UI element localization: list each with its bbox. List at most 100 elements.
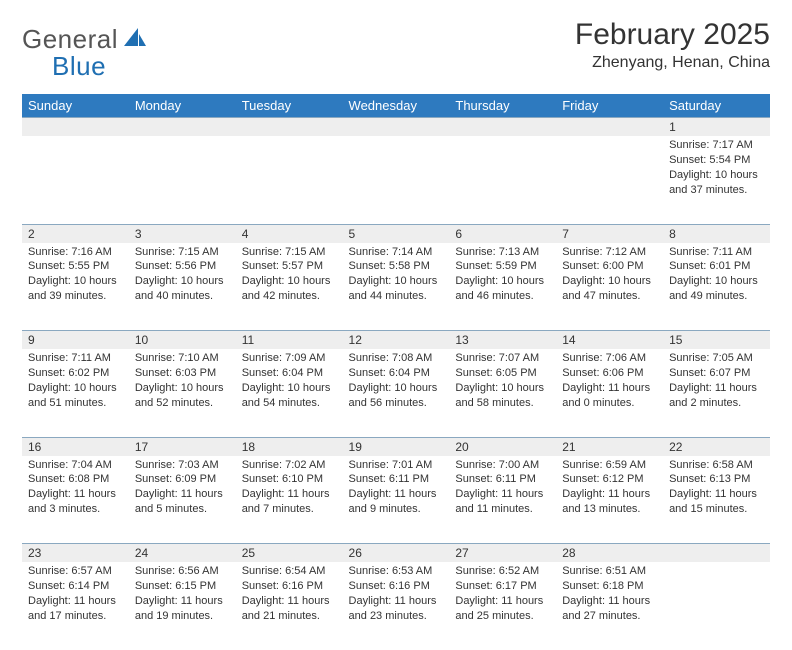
logo: General Blue bbox=[22, 24, 146, 82]
day-cell-content: Sunrise: 6:52 AMSunset: 6:17 PMDaylight:… bbox=[449, 562, 556, 627]
day-number: 19 bbox=[343, 437, 450, 456]
day-cell-content: Sunrise: 7:09 AMSunset: 6:04 PMDaylight:… bbox=[236, 349, 343, 414]
daylight-text: Daylight: 10 hours and 39 minutes. bbox=[28, 274, 123, 304]
daylight-text: Daylight: 11 hours and 27 minutes. bbox=[562, 594, 657, 624]
day-cell: Sunrise: 6:54 AMSunset: 6:16 PMDaylight:… bbox=[236, 562, 343, 650]
sunset-text: Sunset: 6:07 PM bbox=[669, 366, 764, 381]
day-cell-content: Sunrise: 7:11 AMSunset: 6:02 PMDaylight:… bbox=[22, 349, 129, 414]
sunset-text: Sunset: 5:58 PM bbox=[349, 259, 444, 274]
daylight-text: Daylight: 11 hours and 19 minutes. bbox=[135, 594, 230, 624]
day-cell: Sunrise: 7:12 AMSunset: 6:00 PMDaylight:… bbox=[556, 243, 663, 331]
sunrise-text: Sunrise: 6:52 AM bbox=[455, 564, 550, 579]
day-number: 21 bbox=[556, 437, 663, 456]
day-header: Saturday bbox=[663, 94, 770, 118]
day-cell: Sunrise: 7:00 AMSunset: 6:11 PMDaylight:… bbox=[449, 456, 556, 544]
day-number: 6 bbox=[449, 224, 556, 243]
day-header: Wednesday bbox=[343, 94, 450, 118]
sunrise-text: Sunrise: 7:00 AM bbox=[455, 458, 550, 473]
daylight-text: Daylight: 10 hours and 46 minutes. bbox=[455, 274, 550, 304]
calendar-table: SundayMondayTuesdayWednesdayThursdayFrid… bbox=[22, 94, 770, 650]
sunset-text: Sunset: 5:55 PM bbox=[28, 259, 123, 274]
day-cell-content: Sunrise: 7:16 AMSunset: 5:55 PMDaylight:… bbox=[22, 243, 129, 308]
day-cell-content: Sunrise: 6:51 AMSunset: 6:18 PMDaylight:… bbox=[556, 562, 663, 627]
sunset-text: Sunset: 6:14 PM bbox=[28, 579, 123, 594]
day-cell: Sunrise: 7:11 AMSunset: 6:01 PMDaylight:… bbox=[663, 243, 770, 331]
day-cell: Sunrise: 7:05 AMSunset: 6:07 PMDaylight:… bbox=[663, 349, 770, 437]
sunrise-text: Sunrise: 7:15 AM bbox=[242, 245, 337, 260]
calendar-page: General Blue February 2025 Zhenyang, Hen… bbox=[0, 0, 792, 612]
day-header-row: SundayMondayTuesdayWednesdayThursdayFrid… bbox=[22, 94, 770, 118]
sunset-text: Sunset: 6:11 PM bbox=[455, 472, 550, 487]
day-number: 26 bbox=[343, 544, 450, 563]
day-number: 2 bbox=[22, 224, 129, 243]
daylight-text: Daylight: 11 hours and 3 minutes. bbox=[28, 487, 123, 517]
daynum-row: 232425262728 bbox=[22, 544, 770, 563]
day-number: 12 bbox=[343, 331, 450, 350]
day-cell-content: Sunrise: 7:17 AMSunset: 5:54 PMDaylight:… bbox=[663, 136, 770, 201]
day-number: 22 bbox=[663, 437, 770, 456]
day-number: 14 bbox=[556, 331, 663, 350]
day-cell: Sunrise: 7:03 AMSunset: 6:09 PMDaylight:… bbox=[129, 456, 236, 544]
day-number: 8 bbox=[663, 224, 770, 243]
day-cell: Sunrise: 6:58 AMSunset: 6:13 PMDaylight:… bbox=[663, 456, 770, 544]
sunset-text: Sunset: 6:01 PM bbox=[669, 259, 764, 274]
daylight-text: Daylight: 10 hours and 37 minutes. bbox=[669, 168, 764, 198]
logo-word-general: General bbox=[22, 24, 118, 54]
daylight-text: Daylight: 11 hours and 13 minutes. bbox=[562, 487, 657, 517]
sunset-text: Sunset: 6:04 PM bbox=[349, 366, 444, 381]
day-number bbox=[343, 118, 450, 137]
daylight-text: Daylight: 10 hours and 40 minutes. bbox=[135, 274, 230, 304]
day-number: 7 bbox=[556, 224, 663, 243]
day-number: 28 bbox=[556, 544, 663, 563]
day-number: 20 bbox=[449, 437, 556, 456]
day-cell-content: Sunrise: 7:10 AMSunset: 6:03 PMDaylight:… bbox=[129, 349, 236, 414]
day-number: 5 bbox=[343, 224, 450, 243]
calendar-body: 1Sunrise: 7:17 AMSunset: 5:54 PMDaylight… bbox=[22, 118, 770, 650]
day-cell: Sunrise: 7:14 AMSunset: 5:58 PMDaylight:… bbox=[343, 243, 450, 331]
daynum-row: 16171819202122 bbox=[22, 437, 770, 456]
day-cell bbox=[343, 136, 450, 224]
sunrise-text: Sunrise: 7:05 AM bbox=[669, 351, 764, 366]
content-row: Sunrise: 6:57 AMSunset: 6:14 PMDaylight:… bbox=[22, 562, 770, 650]
daylight-text: Daylight: 11 hours and 9 minutes. bbox=[349, 487, 444, 517]
logo-word-blue: Blue bbox=[52, 51, 146, 82]
day-cell-content: Sunrise: 7:11 AMSunset: 6:01 PMDaylight:… bbox=[663, 243, 770, 308]
sunrise-text: Sunrise: 7:06 AM bbox=[562, 351, 657, 366]
sunset-text: Sunset: 6:09 PM bbox=[135, 472, 230, 487]
day-cell-content bbox=[556, 136, 663, 142]
day-cell: Sunrise: 7:15 AMSunset: 5:56 PMDaylight:… bbox=[129, 243, 236, 331]
location-label: Zhenyang, Henan, China bbox=[575, 54, 770, 72]
day-number bbox=[129, 118, 236, 137]
sunrise-text: Sunrise: 6:51 AM bbox=[562, 564, 657, 579]
day-cell: Sunrise: 7:10 AMSunset: 6:03 PMDaylight:… bbox=[129, 349, 236, 437]
sunset-text: Sunset: 6:16 PM bbox=[242, 579, 337, 594]
day-cell-content: Sunrise: 6:53 AMSunset: 6:16 PMDaylight:… bbox=[343, 562, 450, 627]
day-cell: Sunrise: 6:56 AMSunset: 6:15 PMDaylight:… bbox=[129, 562, 236, 650]
daylight-text: Daylight: 11 hours and 11 minutes. bbox=[455, 487, 550, 517]
day-number: 3 bbox=[129, 224, 236, 243]
day-cell-content: Sunrise: 6:54 AMSunset: 6:16 PMDaylight:… bbox=[236, 562, 343, 627]
month-title: February 2025 bbox=[575, 18, 770, 52]
day-number: 25 bbox=[236, 544, 343, 563]
day-header: Friday bbox=[556, 94, 663, 118]
day-cell bbox=[22, 136, 129, 224]
day-cell-content: Sunrise: 6:57 AMSunset: 6:14 PMDaylight:… bbox=[22, 562, 129, 627]
sunset-text: Sunset: 6:12 PM bbox=[562, 472, 657, 487]
sunrise-text: Sunrise: 6:56 AM bbox=[135, 564, 230, 579]
day-cell-content: Sunrise: 7:00 AMSunset: 6:11 PMDaylight:… bbox=[449, 456, 556, 521]
sunrise-text: Sunrise: 7:12 AM bbox=[562, 245, 657, 260]
day-cell: Sunrise: 6:52 AMSunset: 6:17 PMDaylight:… bbox=[449, 562, 556, 650]
logo-text-block: General Blue bbox=[22, 24, 146, 82]
sunset-text: Sunset: 5:54 PM bbox=[669, 153, 764, 168]
sunset-text: Sunset: 6:00 PM bbox=[562, 259, 657, 274]
day-cell bbox=[236, 136, 343, 224]
day-cell: Sunrise: 6:53 AMSunset: 6:16 PMDaylight:… bbox=[343, 562, 450, 650]
day-cell: Sunrise: 7:02 AMSunset: 6:10 PMDaylight:… bbox=[236, 456, 343, 544]
daylight-text: Daylight: 10 hours and 56 minutes. bbox=[349, 381, 444, 411]
sunset-text: Sunset: 6:06 PM bbox=[562, 366, 657, 381]
day-number: 18 bbox=[236, 437, 343, 456]
daylight-text: Daylight: 11 hours and 0 minutes. bbox=[562, 381, 657, 411]
day-cell-content bbox=[22, 136, 129, 142]
sunset-text: Sunset: 6:13 PM bbox=[669, 472, 764, 487]
daynum-row: 1 bbox=[22, 118, 770, 137]
